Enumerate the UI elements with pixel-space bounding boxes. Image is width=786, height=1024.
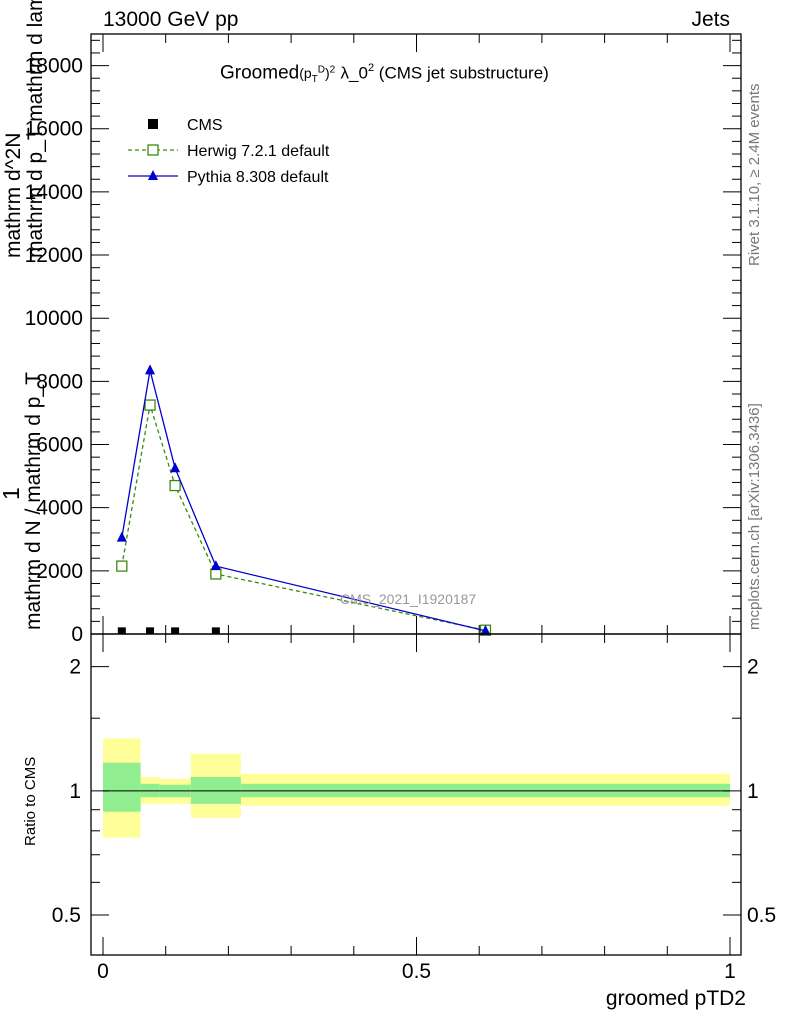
main-ytick-label-1: 2000 [36,560,83,583]
legend-label-0: CMS [187,117,223,134]
ratio-bands [103,738,730,838]
analysis-watermark: CMS_2021_I1920187 [340,591,476,607]
main-ytick-label-9: 18000 [25,55,83,78]
ratio-ytick-label-2: 2 [69,656,81,679]
header-energy: 13000 GeV pp [103,8,239,31]
point-s2-1 [145,364,156,375]
point-s1-3 [210,568,222,580]
main-ytick-label-5: 10000 [25,307,83,330]
point-s0-3 [211,627,220,635]
xtick-label-2: 1 [724,960,736,983]
ratio-ytick-label-r-0: 0.5 [747,904,776,927]
header-process: Jets [691,8,730,31]
ratio-ytick-label-r-2: 2 [747,656,759,679]
point-s1-0 [116,560,128,572]
point-s2-2 [170,462,181,473]
legend-marker-1 [147,144,159,156]
legend-label-1: Herwig 7.2.1 default [187,143,330,160]
ratio-ytick-label-1: 1 [69,780,81,803]
main-series [116,364,492,636]
main-ytick-label-2: 4000 [36,497,83,520]
point-s1-2 [169,479,181,492]
main-ytick-label-3: 6000 [36,434,83,457]
main-ytick-label-4: 8000 [36,370,83,393]
legend-marker-0 [148,119,158,129]
point-s2-3 [210,560,221,571]
main-ytick-label-6: 12000 [25,244,83,267]
title-lambda: λ_0 [340,63,368,83]
point-s0-0 [117,627,126,635]
title-tail: (CMS jet substructure) [374,63,549,83]
ratio-ytick-label-r-1: 1 [747,780,759,803]
point-s2-4 [480,624,491,635]
point-s0-1 [146,627,155,635]
main-ytick-label-0: 0 [71,623,83,646]
xtick-label-1: 0.5 [402,960,431,983]
ratio-band-green-0 [103,762,141,812]
main-ytick-label-7: 14000 [25,181,83,204]
x-axis-label: groomed pTD2 [605,987,746,1010]
title-main: Groomed [220,62,300,84]
point-s1-1 [144,399,156,411]
ratio-ytick-label-0: 0.5 [52,904,81,927]
legend: CMS Herwig 7.2.1 default Pythia 8.308 defa… [128,117,330,186]
ticks: 0 2000 4000 6000 8000 10000 12000 14000 16000 180… [25,34,776,983]
main-ytick-label-8: 16000 [25,118,83,141]
legend-label-2: Pythia 8.308 default [187,169,329,186]
xtick-label-0: 0 [97,960,109,983]
point-s2-0 [116,531,127,542]
main-plot-title: Groomed(pTD)2 λ_02 (CMS jet substructure… [220,62,549,86]
legend-marker-2 [148,170,158,180]
point-s0-2 [171,627,180,635]
